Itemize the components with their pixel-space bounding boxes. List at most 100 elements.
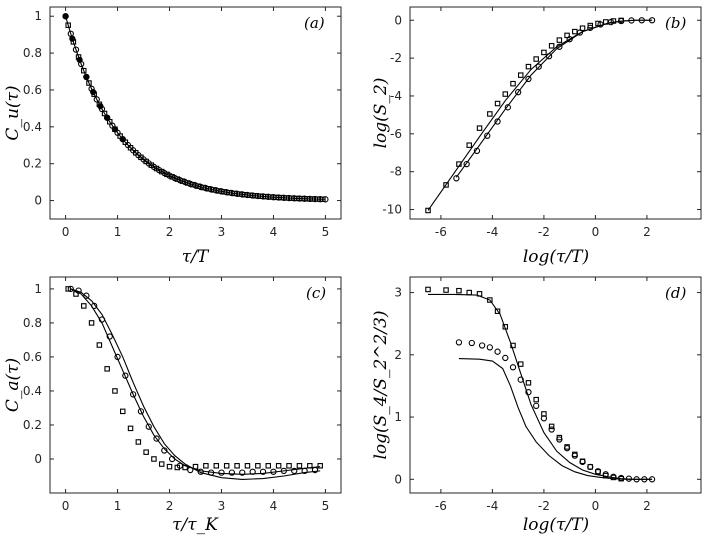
panel-c-squares-point (151, 456, 157, 462)
panel-b-ytick-label: -8 (390, 165, 402, 179)
panel-c-xtick-label: 5 (322, 499, 330, 513)
panel-b-squares-point (556, 37, 563, 43)
panel-a-xtick-label: 1 (114, 225, 122, 239)
panel-d-xticks: -6 -4 -2 0 2 (435, 277, 651, 513)
panel-c-squares-point (120, 408, 126, 415)
panel-b-frame (409, 6, 702, 220)
panel-b-squares-point (502, 91, 509, 97)
panel-a-filled-point (90, 88, 97, 96)
panel-b-circles-point (576, 29, 584, 36)
panel-a-squares-point (283, 195, 290, 201)
panel-b-squares-point (510, 80, 516, 87)
panel-b-circles-point (473, 147, 481, 155)
panel-b-squares-point (525, 63, 532, 70)
panel-b-xtick-label: -6 (435, 225, 447, 239)
panel-d-squares-point (548, 423, 555, 430)
panel-a-xtick-label: 5 (322, 225, 330, 239)
panel-b-squares-point (494, 100, 501, 107)
panel-c-squares-point (296, 463, 303, 469)
panel-c-squares-point (223, 463, 230, 469)
panel-b-ytick-label: -4 (390, 89, 402, 103)
panel-d-squares-point (456, 287, 462, 294)
panel-d-ytick-label: 0 (394, 472, 402, 486)
panel-a-squares-point (320, 196, 326, 203)
panel-a-squares-point (268, 194, 274, 200)
panel-d-circles-point (556, 436, 563, 443)
panel-d-ytick-label: 2 (394, 348, 402, 362)
panel-a-yticks: 0 0.2 0.4 0.6 0.8 1 (23, 9, 341, 208)
panel-c-ytick-label: 0.2 (23, 418, 42, 432)
panel-c-circles-point (91, 302, 98, 310)
panel-a-squares-point (231, 190, 238, 197)
panel-c-circles-point (114, 353, 121, 361)
panel-b-circles-point (587, 24, 594, 31)
panel-b-series (425, 17, 656, 214)
panel-a-squares-point (158, 168, 165, 175)
panel-a-squares-point (174, 176, 181, 182)
panel-d-circles-point (571, 452, 578, 459)
panel-c-squares-point (203, 463, 209, 469)
panel-a-squares-point (314, 196, 321, 202)
panel-b-squares-point (466, 142, 472, 148)
panel-b-squares-point (587, 22, 594, 29)
panel-d-circles-point (648, 476, 656, 483)
panel-a-squares-point (216, 188, 222, 194)
panel-a-squares-point (309, 196, 316, 202)
panel-d-circles-point (602, 471, 609, 478)
panel-d-circles-point (455, 339, 463, 346)
panel-d-xtick-label: -4 (486, 499, 498, 513)
panel-d-series (425, 286, 656, 483)
panel-d-circles-point (486, 344, 493, 351)
panel-a-squares-point (81, 67, 87, 74)
panel-c-circles-point (187, 466, 194, 474)
panel-d-circles-point (478, 342, 486, 349)
panel-d-squares-point (425, 286, 431, 293)
panel-d-squares-point (510, 342, 516, 349)
panel-b-circles-point (494, 118, 501, 125)
panel-a-xlabel: τ/T (182, 247, 210, 267)
panel-b-circles-point (535, 63, 542, 70)
panel-d-xlabel-text: log(τ/T) (523, 515, 589, 535)
panel-c-curve-1 (70, 288, 321, 480)
panel-d-circles-point (525, 389, 532, 396)
panel-d-yticks: 0 1 2 3 (394, 286, 701, 486)
panel-c-squares-point (158, 461, 165, 467)
panel-c-squares-point (96, 342, 103, 348)
panel-a-ytick-label: 0.4 (23, 120, 42, 134)
panel-c-squares-point (244, 463, 251, 469)
panel-a-ytick-label: 0 (34, 194, 42, 208)
panel-a-frame (49, 6, 342, 220)
panel-d-circles-point (563, 445, 571, 452)
panel-c-circles-point (137, 408, 145, 415)
panel-b-circles-point (463, 160, 470, 168)
panel-a-filled-point (76, 56, 83, 63)
panel-c-xtick-label: 3 (218, 499, 226, 513)
panel-c-squares-point (104, 366, 110, 372)
panel-a-ylabel-text: C_u(τ) (3, 85, 23, 140)
panel-d-squares-point (466, 289, 472, 296)
panel-c-squares-point (81, 303, 87, 309)
panel-d-ytick-label: 1 (394, 410, 402, 424)
panel-b-xticks: -6 -4 -2 0 2 (435, 7, 651, 239)
panel-b-circles-point (545, 53, 553, 60)
panel-c-circles-point (239, 469, 246, 476)
panel-d-xtick-label: 0 (592, 499, 600, 513)
panel-a-squares-point (252, 193, 259, 199)
panel-b-ylabel-text: log(S_2) (371, 78, 391, 149)
panel-c-xticks: 0 1 2 3 4 5 (62, 277, 329, 513)
panel-d-xtick-label: -6 (435, 499, 447, 513)
panel-c-xlabel: τ/τ_K (172, 515, 219, 535)
panel-c-circles-point (311, 466, 319, 474)
panel-c-squares-point (143, 449, 149, 455)
panel-b-curve-lower (455, 19, 653, 178)
panel-d-xtick-label: -2 (538, 499, 550, 513)
panel-b-squares-point (425, 207, 431, 214)
panel-b-squares-point (517, 72, 524, 78)
panel-d-ylabel-text: log(S_4/S_2^2/3) (371, 310, 391, 459)
panel-d-circles-point (625, 475, 633, 482)
panel-b-ytick-label: -2 (390, 51, 402, 65)
panel-d-tag: (d) (665, 284, 686, 302)
panel-c-ytick-label: 0 (34, 452, 42, 466)
panel-a-squares-point (299, 195, 305, 202)
panel-b-squares-point (487, 111, 493, 117)
